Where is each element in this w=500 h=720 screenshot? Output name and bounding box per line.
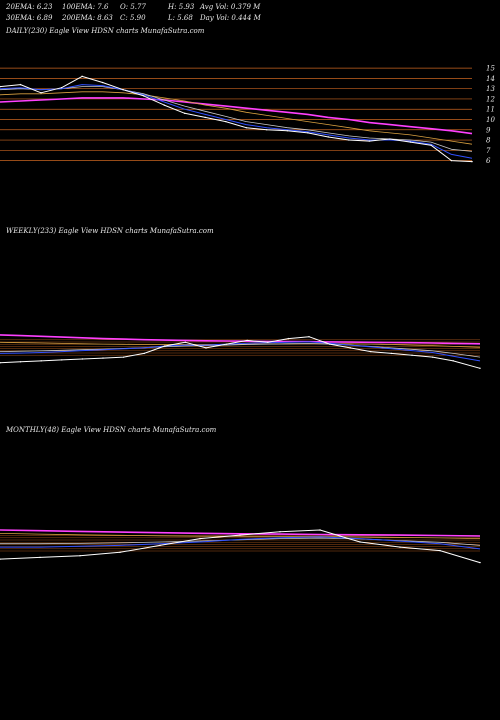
price-point — [328, 343, 331, 345]
price-point — [119, 551, 121, 553]
price-point — [307, 132, 309, 134]
header-dayvol: Day Vol: 0.444 M — [200, 14, 261, 22]
price-point — [359, 541, 361, 543]
price-point — [267, 341, 269, 343]
series-ema200-line — [0, 97, 473, 135]
price-point — [40, 92, 42, 94]
price-point — [184, 341, 187, 343]
daily-chart-title: DAILY(230) Eagle View HDSN charts Munafa… — [6, 27, 205, 35]
price-point — [370, 350, 372, 353]
price-point — [389, 138, 391, 140]
header-ema200: 200EMA: 8.63 — [62, 14, 113, 22]
price-point — [199, 537, 201, 540]
price-point — [40, 360, 42, 362]
price-point — [102, 357, 104, 359]
price-point — [479, 561, 481, 564]
price-point — [205, 347, 207, 349]
price-point — [286, 130, 289, 132]
price-point — [348, 139, 350, 141]
price-point — [452, 360, 454, 362]
price-point — [431, 356, 434, 358]
price-point — [164, 345, 166, 347]
price-point — [159, 544, 161, 547]
price-point — [122, 356, 125, 358]
y-tick-label-13: 13 — [486, 85, 495, 93]
price-point — [225, 343, 228, 345]
price-point — [349, 347, 351, 349]
price-point — [450, 159, 453, 162]
price-point — [368, 140, 371, 142]
price-point — [409, 141, 412, 143]
price-point — [430, 144, 432, 146]
price-point — [81, 75, 83, 78]
header-high: H: 5.93 — [168, 3, 195, 11]
weekly-chart-title: WEEKLY(233) Eagle View HDSN charts Munaf… — [6, 227, 214, 235]
series-ema20-line — [0, 84, 473, 159]
series-ema30-line — [0, 343, 481, 358]
price-point — [439, 549, 441, 552]
y-tick-label-14: 14 — [486, 75, 495, 83]
y-tick-label-12: 12 — [486, 95, 495, 103]
price-point — [319, 529, 321, 531]
y-tick-label-10: 10 — [486, 116, 495, 124]
series-price-line — [0, 336, 481, 369]
price-point — [39, 556, 41, 559]
y-tick-label-8: 8 — [486, 137, 491, 145]
header-ema20: 20EMA: 6.23 — [6, 3, 53, 11]
price-point — [60, 86, 63, 89]
price-point — [287, 337, 290, 340]
y-tick-label-11: 11 — [486, 106, 495, 114]
price-point — [390, 352, 393, 355]
price-point — [327, 136, 330, 138]
price-point — [471, 160, 473, 163]
price-point — [79, 555, 81, 557]
price-point — [245, 127, 247, 129]
price-point — [266, 129, 268, 131]
price-point — [479, 367, 481, 369]
header-avgvol: Avg Vol: 0.379 M — [200, 3, 261, 11]
price-point — [61, 359, 63, 361]
header-close: C: 5.90 — [120, 14, 146, 22]
series-ema200-line — [0, 529, 481, 537]
price-point — [19, 83, 22, 86]
series-ema100-line — [0, 533, 481, 539]
price-point — [279, 531, 281, 533]
header-ema100: 100EMA: 7.6 — [62, 3, 109, 11]
y-tick-label-7: 7 — [486, 147, 491, 155]
price-point — [142, 95, 145, 97]
series-price-line — [0, 75, 473, 163]
header-low: L: 5.68 — [168, 14, 193, 22]
price-point — [143, 352, 145, 355]
y-tick-label-9: 9 — [486, 126, 491, 134]
price-point — [239, 534, 241, 536]
price-point — [101, 81, 104, 84]
price-point — [0, 558, 1, 560]
price-point — [163, 104, 165, 106]
series-ema100-line — [0, 91, 473, 145]
price-point — [122, 89, 124, 91]
price-point — [19, 361, 22, 363]
price-point — [308, 336, 310, 338]
price-point — [204, 116, 206, 119]
price-point — [0, 85, 1, 88]
y-tick-label-6: 6 — [486, 157, 491, 165]
price-point — [183, 112, 186, 115]
series-ema100-line — [0, 341, 481, 348]
series-ema30-line — [0, 86, 473, 152]
header-ema30: 30EMA: 6.89 — [6, 14, 53, 22]
price-point — [0, 362, 1, 364]
price-point — [246, 339, 248, 342]
header-open: O: 5.77 — [120, 3, 146, 11]
price-point — [81, 358, 84, 360]
price-point — [225, 120, 227, 123]
y-tick-label-15: 15 — [486, 65, 495, 73]
monthly-chart-title: MONTHLY(48) Eagle View HDSN charts Munaf… — [6, 426, 217, 434]
price-point — [411, 354, 413, 356]
series-ema20-line — [0, 536, 481, 550]
price-point — [399, 546, 401, 548]
series-ema20-line — [0, 341, 481, 362]
series-ema200-line — [0, 334, 481, 345]
